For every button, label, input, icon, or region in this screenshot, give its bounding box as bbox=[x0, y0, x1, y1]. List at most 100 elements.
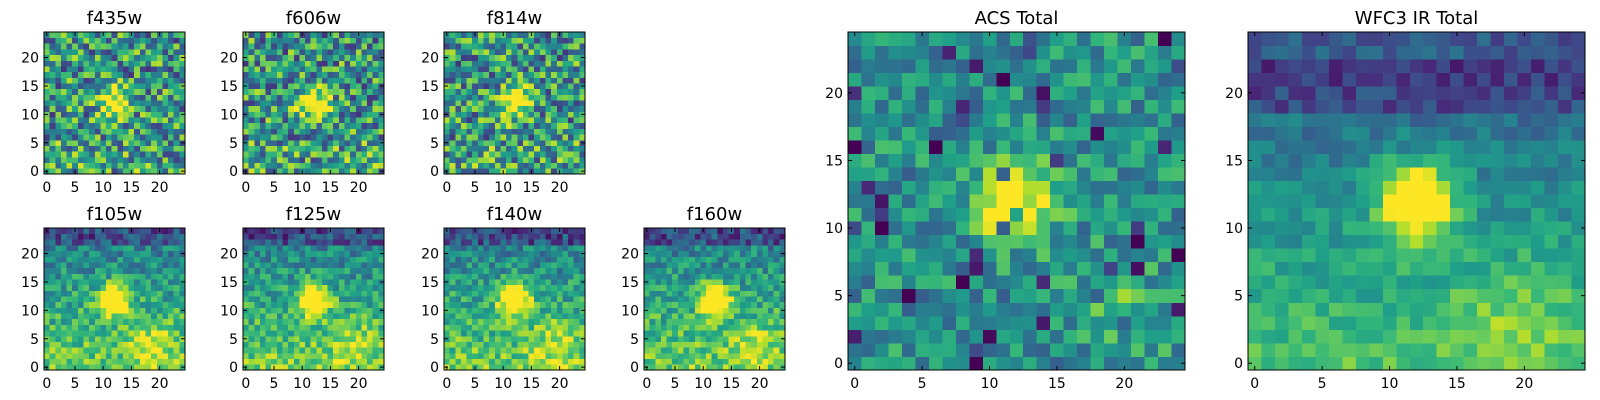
heatmap-cell bbox=[179, 341, 186, 348]
heatmap-cell bbox=[556, 77, 563, 84]
heatmap-cell bbox=[568, 307, 575, 314]
heatmap-cell bbox=[106, 139, 113, 146]
heatmap-cell bbox=[472, 54, 479, 61]
heatmap-cell bbox=[449, 256, 456, 263]
heatmap-cell bbox=[378, 49, 385, 56]
heatmap-cell bbox=[282, 364, 289, 371]
heatmap-cell bbox=[455, 318, 462, 325]
heatmap-cell bbox=[44, 341, 50, 348]
heatmap-cell bbox=[55, 358, 62, 365]
heatmap-cell bbox=[361, 313, 368, 320]
heatmap-cell bbox=[338, 60, 345, 67]
heatmap-cell bbox=[276, 250, 283, 257]
heatmap-cell bbox=[60, 71, 67, 78]
heatmap-cell bbox=[139, 250, 146, 257]
heatmap-cell bbox=[344, 267, 351, 274]
heatmap-cell bbox=[111, 233, 118, 240]
heatmap-cell bbox=[265, 318, 272, 325]
heatmap-cell bbox=[83, 313, 90, 320]
heatmap-cell bbox=[694, 250, 701, 257]
heatmap-cell bbox=[173, 358, 180, 365]
heatmap-cell bbox=[77, 37, 84, 44]
heatmap-cell bbox=[271, 71, 278, 78]
heatmap-cell bbox=[539, 245, 546, 252]
heatmap-cell bbox=[472, 301, 479, 308]
heatmap-cell bbox=[982, 288, 997, 303]
heatmap-cell bbox=[276, 256, 283, 263]
heatmap-cell bbox=[367, 168, 374, 175]
heatmap-cell bbox=[449, 347, 456, 354]
heatmap-cell bbox=[282, 279, 289, 286]
heatmap-cell bbox=[367, 94, 374, 101]
heatmap-cell bbox=[168, 273, 175, 280]
heatmap-cell bbox=[579, 43, 586, 50]
x-tick-label: 10 bbox=[293, 376, 311, 392]
heatmap-cell bbox=[100, 233, 107, 240]
heatmap-cell bbox=[151, 168, 158, 175]
heatmap-cell bbox=[706, 324, 713, 331]
heatmap-cell bbox=[378, 239, 385, 246]
heatmap-cell bbox=[768, 364, 775, 371]
heatmap-cell bbox=[455, 66, 462, 73]
heatmap-cell bbox=[243, 245, 249, 252]
heatmap-cell bbox=[117, 100, 124, 107]
heatmap-cell bbox=[44, 262, 50, 269]
heatmap-cell bbox=[72, 307, 79, 314]
heatmap-cell bbox=[44, 318, 50, 325]
heatmap-cells bbox=[243, 32, 385, 175]
heatmap-cell bbox=[94, 117, 101, 124]
heatmap-cell bbox=[649, 228, 656, 235]
heatmap-cell bbox=[259, 145, 266, 152]
heatmap-cell bbox=[460, 318, 467, 325]
heatmap-cell bbox=[122, 233, 129, 240]
heatmap-cell bbox=[378, 228, 385, 235]
heatmap-cell bbox=[139, 318, 146, 325]
heatmap-cell bbox=[539, 267, 546, 274]
heatmap-cell bbox=[562, 88, 569, 95]
heatmap-cell bbox=[644, 347, 650, 354]
heatmap-cell bbox=[874, 180, 889, 195]
heatmap-cell bbox=[293, 100, 300, 107]
heatmap-cell bbox=[151, 341, 158, 348]
heatmap-cell bbox=[333, 66, 340, 73]
heatmap-cell bbox=[179, 267, 186, 274]
heatmap-cell bbox=[579, 358, 586, 365]
heatmap-cell bbox=[248, 301, 255, 308]
heatmap-cell bbox=[282, 145, 289, 152]
heatmap-cell bbox=[367, 318, 374, 325]
heatmap-cell bbox=[83, 100, 90, 107]
heatmap-cell bbox=[372, 71, 379, 78]
heatmap-cell bbox=[901, 342, 916, 357]
heatmap-cell bbox=[466, 324, 473, 331]
heatmap-cell bbox=[372, 279, 379, 286]
heatmap-cell bbox=[1023, 194, 1038, 209]
heatmap-cell bbox=[517, 128, 524, 135]
heatmap-cell bbox=[955, 180, 970, 195]
heatmap-cell bbox=[677, 228, 684, 235]
heatmap-cell bbox=[288, 88, 295, 95]
heatmap-cell bbox=[89, 341, 96, 348]
heatmap-cell bbox=[282, 37, 289, 44]
heatmap-cell bbox=[367, 117, 374, 124]
heatmap-cell bbox=[500, 71, 507, 78]
heatmap-cell bbox=[551, 49, 558, 56]
heatmap-cell bbox=[338, 117, 345, 124]
heatmap-cell bbox=[100, 318, 107, 325]
heatmap-cell bbox=[528, 341, 535, 348]
heatmap-cell bbox=[66, 352, 73, 359]
heatmap-cell bbox=[472, 245, 479, 252]
heatmap-cell bbox=[271, 301, 278, 308]
heatmap-cell bbox=[66, 37, 73, 44]
heatmap-cell bbox=[276, 100, 283, 107]
heatmap-cell bbox=[444, 330, 450, 337]
heatmap-cell bbox=[539, 168, 546, 175]
heatmap-cell bbox=[511, 128, 518, 135]
heatmap-cell bbox=[1131, 329, 1145, 344]
heatmap-cell bbox=[179, 60, 186, 67]
heatmap-cell bbox=[455, 358, 462, 365]
heatmap-cell bbox=[551, 239, 558, 246]
heatmap-cell bbox=[128, 100, 135, 107]
heatmap-cell bbox=[751, 335, 758, 342]
heatmap-cell bbox=[728, 250, 735, 257]
heatmap-cell bbox=[489, 228, 496, 235]
